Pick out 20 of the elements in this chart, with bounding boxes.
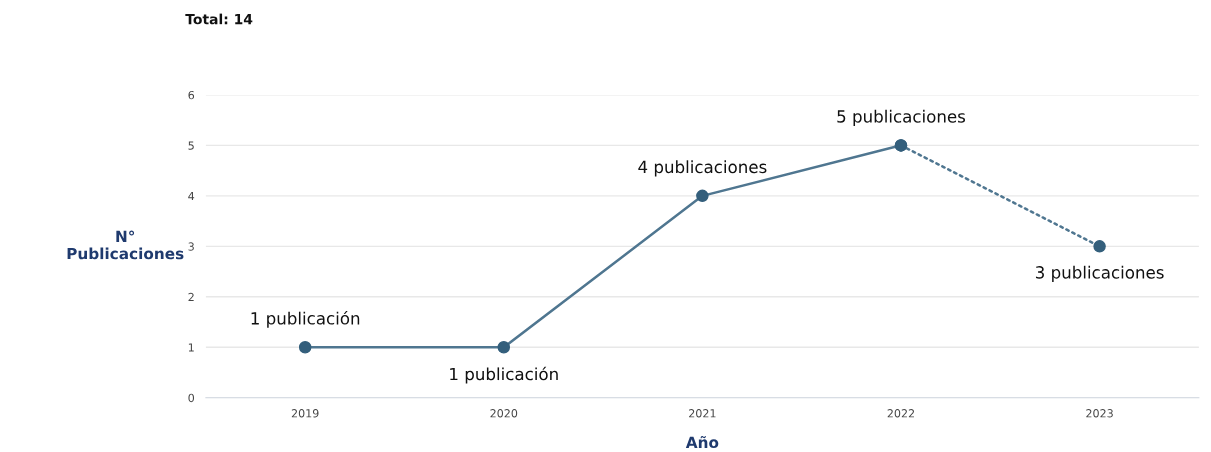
data-label: 1 publicación bbox=[251, 311, 360, 328]
data-label: 1 publicación bbox=[450, 366, 558, 384]
x-tick-label: 2023 bbox=[1086, 409, 1113, 418]
data-label: 3 publicaciones bbox=[1035, 265, 1164, 282]
y-tick-label: 0 bbox=[188, 393, 195, 403]
data-label: 4 publicaciones bbox=[638, 160, 767, 177]
x-tick-label: 2020 bbox=[490, 409, 518, 418]
x-tick-label: 2021 bbox=[689, 409, 716, 418]
y-tick-label: 4 bbox=[188, 191, 195, 201]
y-tick-label: 1 bbox=[188, 343, 194, 352]
x-tick-label: 2022 bbox=[887, 409, 915, 418]
chart-title: Total: 14 bbox=[185, 13, 253, 25]
y-tick-label: 3 bbox=[188, 242, 194, 251]
y-tick-label: 6 bbox=[188, 90, 195, 100]
x-axis-title: Año bbox=[685, 436, 719, 449]
y-tick-label: 2 bbox=[188, 292, 194, 302]
y-axis-title: N° Publicaciones bbox=[67, 230, 184, 260]
x-tick-label: 2019 bbox=[291, 409, 319, 418]
data-label: 5 publicaciones bbox=[837, 109, 966, 126]
y-tick-label: 5 bbox=[188, 141, 194, 150]
